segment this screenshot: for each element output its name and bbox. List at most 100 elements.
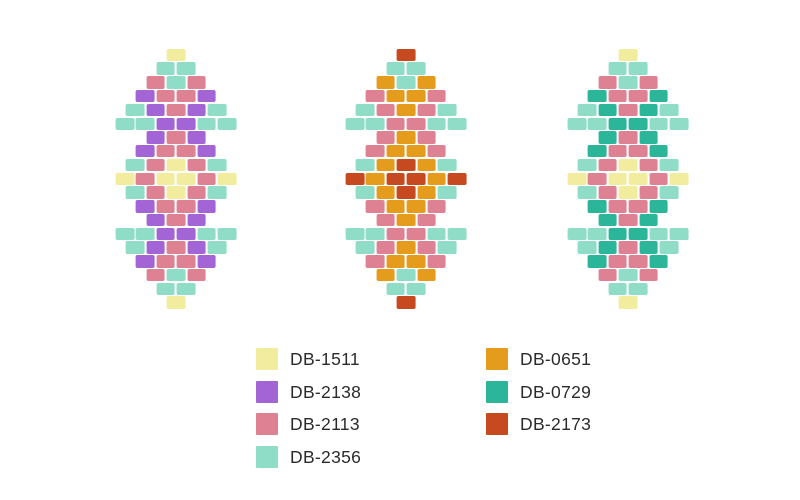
bead-row bbox=[115, 76, 238, 90]
bead-row bbox=[345, 48, 468, 62]
bead-DB-2356 bbox=[207, 186, 227, 199]
bead-DB-2356 bbox=[345, 227, 365, 241]
bead-DB-2113 bbox=[608, 89, 628, 103]
bead-DB-2138 bbox=[187, 241, 206, 254]
bead-DB-2138 bbox=[146, 131, 165, 144]
bead-row bbox=[115, 227, 238, 241]
bead-DB-2138 bbox=[136, 145, 155, 158]
bead-DB-0651 bbox=[406, 255, 426, 268]
bead-DB-1511 bbox=[567, 172, 587, 185]
bead-DB-2113 bbox=[366, 89, 385, 103]
bead-DB-0729 bbox=[639, 131, 658, 144]
bead-row bbox=[115, 158, 238, 172]
bead-DB-2113 bbox=[618, 131, 638, 144]
bead-DB-0729 bbox=[639, 241, 658, 254]
bead-row bbox=[567, 131, 690, 145]
bead-DB-2356 bbox=[156, 282, 176, 296]
legend-color-code: DB-2173 bbox=[520, 414, 592, 435]
bead-DB-2113 bbox=[176, 89, 196, 103]
bead-DB-2113 bbox=[598, 158, 617, 172]
bead-row bbox=[345, 103, 468, 117]
bead-DB-2356 bbox=[166, 268, 186, 282]
bead-DB-0729 bbox=[598, 213, 617, 227]
bead-DB-2113 bbox=[598, 268, 617, 282]
bead-DB-0729 bbox=[649, 200, 668, 213]
bead-DB-0651 bbox=[417, 186, 436, 199]
bead-DB-2113 bbox=[386, 117, 406, 130]
bead-DB-2113 bbox=[166, 213, 186, 227]
bead-DB-2356 bbox=[437, 241, 457, 254]
bead-DB-0651 bbox=[386, 89, 406, 103]
bead-DB-0651 bbox=[406, 200, 426, 213]
bead-DB-2113 bbox=[417, 213, 436, 227]
bead-DB-1511 bbox=[618, 158, 638, 172]
bead-row bbox=[345, 296, 468, 310]
bead-DB-2356 bbox=[125, 241, 145, 254]
bead-DB-2113 bbox=[376, 213, 395, 227]
bead-DB-2113 bbox=[427, 145, 446, 158]
bead-row bbox=[115, 144, 238, 158]
bead-DB-2113 bbox=[366, 200, 385, 213]
bead-row bbox=[567, 213, 690, 227]
bead-DB-2356 bbox=[649, 227, 668, 241]
bead-DB-2138 bbox=[156, 117, 176, 130]
bead-DB-2173 bbox=[396, 48, 416, 62]
bead-DB-2356 bbox=[447, 117, 467, 130]
bead-DB-2113 bbox=[187, 186, 206, 199]
bead-DB-2356 bbox=[669, 227, 689, 241]
bead-DB-2113 bbox=[628, 89, 648, 103]
bead-DB-1511 bbox=[176, 172, 196, 185]
bead-DB-2138 bbox=[176, 117, 196, 130]
bead-DB-0651 bbox=[417, 158, 436, 172]
bead-DB-2356 bbox=[577, 186, 597, 199]
bead-DB-2113 bbox=[417, 131, 436, 144]
bead-DB-2113 bbox=[417, 241, 436, 254]
bead-DB-2113 bbox=[639, 76, 658, 89]
bead-DB-2113 bbox=[427, 200, 446, 213]
bead-DB-0651 bbox=[386, 145, 406, 158]
legend-column-2: DB-0651 DB-0729 DB-2173 bbox=[486, 348, 591, 446]
bead-DB-2113 bbox=[618, 241, 638, 254]
bead-DB-2138 bbox=[187, 103, 206, 117]
bead-DB-2113 bbox=[156, 255, 176, 268]
bead-DB-2138 bbox=[197, 89, 216, 103]
bead-DB-2113 bbox=[166, 131, 186, 144]
bead-row bbox=[115, 117, 238, 131]
bead-DB-2356 bbox=[437, 186, 457, 199]
bead-DB-2113 bbox=[176, 200, 196, 213]
bead-row bbox=[115, 282, 238, 296]
bead-DB-2113 bbox=[386, 227, 406, 241]
bead-DB-2113 bbox=[639, 268, 658, 282]
bead-DB-0651 bbox=[386, 255, 406, 268]
bead-DB-2113 bbox=[146, 76, 165, 89]
bead-DB-2356 bbox=[659, 186, 679, 199]
bead-DB-0651 bbox=[406, 145, 426, 158]
bead-row bbox=[567, 199, 690, 213]
bead-row bbox=[345, 131, 468, 145]
bead-DB-2113 bbox=[598, 186, 617, 199]
bead-row bbox=[567, 172, 690, 186]
bead-DB-2356 bbox=[577, 158, 597, 172]
bead-DB-2356 bbox=[355, 158, 375, 172]
bead-DB-1511 bbox=[618, 186, 638, 199]
bead-DB-2113 bbox=[618, 213, 638, 227]
bead-DB-2113 bbox=[146, 268, 165, 282]
bead-DB-2138 bbox=[146, 241, 165, 254]
legend-color-swatch bbox=[256, 445, 278, 468]
bead-DB-2138 bbox=[156, 227, 176, 241]
bead-row bbox=[567, 296, 690, 310]
bead-DB-0651 bbox=[396, 131, 416, 144]
bead-DB-2113 bbox=[136, 172, 155, 185]
bead-row bbox=[567, 48, 690, 62]
legend-color-swatch bbox=[486, 380, 508, 403]
bead-row bbox=[345, 76, 468, 90]
bead-DB-2356 bbox=[567, 117, 587, 130]
bead-DB-2173 bbox=[406, 172, 426, 185]
bead-DB-2356 bbox=[355, 241, 375, 254]
bead-row bbox=[345, 282, 468, 296]
bead-row bbox=[115, 62, 238, 76]
bead-DB-2356 bbox=[386, 282, 406, 296]
bead-DB-1511 bbox=[166, 48, 186, 62]
bead-row bbox=[115, 131, 238, 145]
